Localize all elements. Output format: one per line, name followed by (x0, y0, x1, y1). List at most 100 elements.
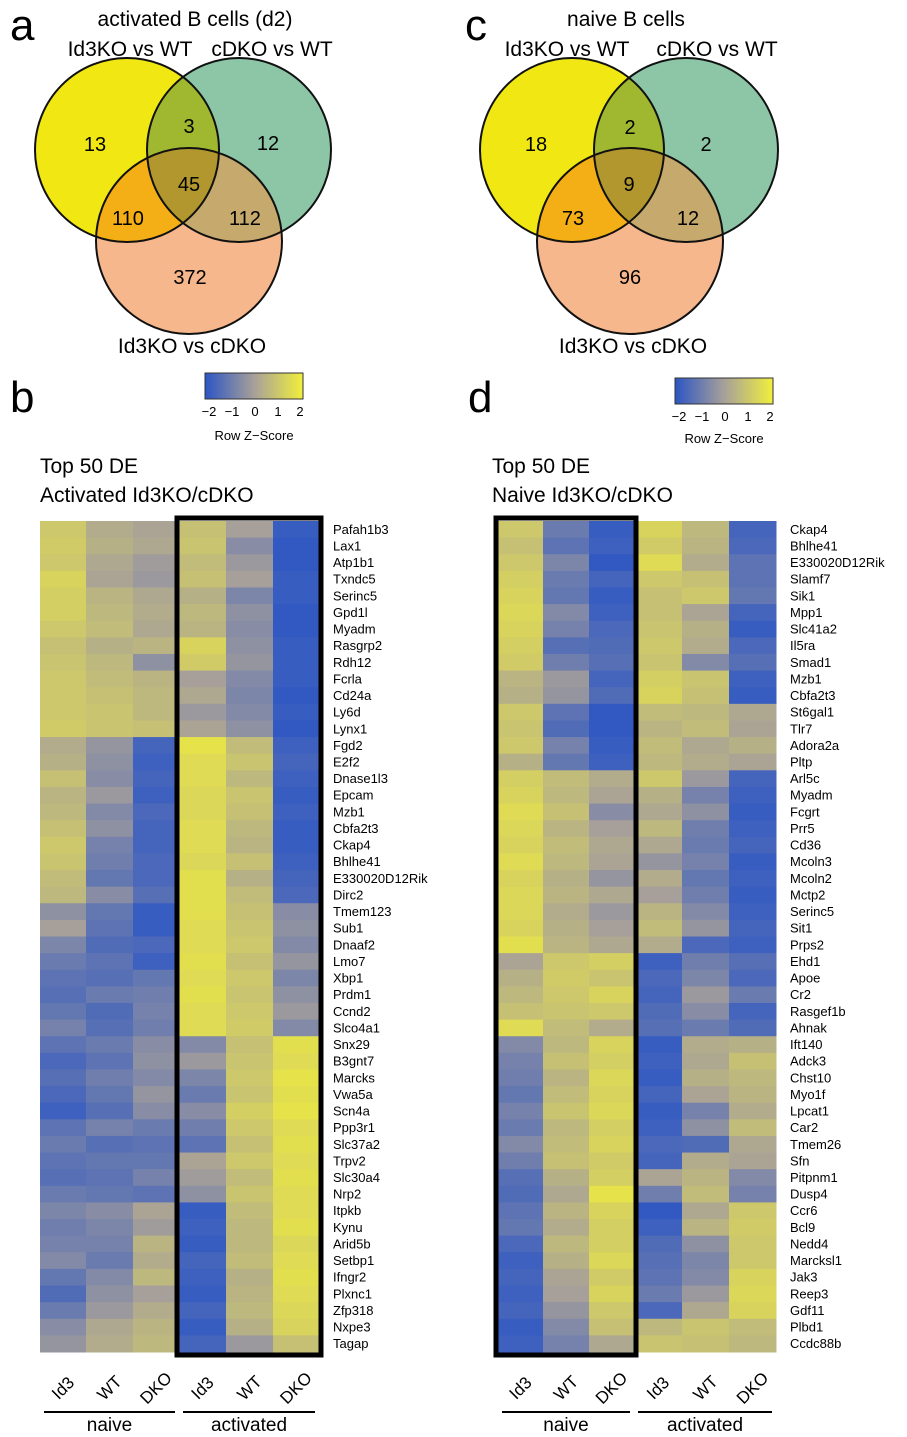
venn-c-only3: 96 (619, 267, 641, 289)
color-key-d: −2 −1 0 1 2 Row Z−Score (672, 377, 774, 446)
heatmap-b-cell (86, 1302, 134, 1320)
heatmap-d-gene-label: Tmem26 (790, 1137, 841, 1152)
heatmap-d-cell (498, 1135, 544, 1154)
heatmap-b-cell (133, 1285, 180, 1303)
heatmap-d-gene-label: Serinc5 (790, 904, 834, 919)
heatmap-d-cell (682, 1069, 730, 1087)
heatmap-d-cell (589, 870, 635, 888)
heatmap-b-cell (133, 1135, 180, 1154)
heatmap-d-cell (682, 620, 730, 638)
venn-a-title: activated B cells (d2) (98, 8, 293, 31)
heatmap-d-cell (682, 1185, 730, 1203)
heatmap-b-cell (86, 1252, 134, 1270)
heatmap-d-cell (498, 1069, 544, 1087)
heatmap-b-cell (40, 1335, 87, 1353)
heatmap-b-cell (179, 554, 227, 572)
heatmap-b-cell (179, 986, 227, 1004)
heatmap-d-cell (543, 1268, 590, 1287)
heatmap-d-cell (543, 1185, 590, 1203)
heatmap-d-column-label: WT (550, 1372, 582, 1404)
heatmap-b-gene-label: Nrp2 (333, 1187, 361, 1202)
heatmap-d-cell (682, 903, 730, 921)
heatmap-b-cell (179, 1086, 227, 1104)
heatmap-b-cell (133, 753, 180, 771)
heatmap-b-cell (86, 1019, 134, 1037)
heatmap-d-cell (682, 1019, 730, 1037)
heatmap-d-cell (589, 770, 635, 788)
heatmap-b-cell (133, 820, 180, 838)
heatmap-b-cell (133, 1052, 180, 1070)
venn-c-s13: 73 (562, 208, 584, 230)
heatmap-b-cell (179, 604, 227, 622)
heatmap-d-cell (634, 836, 683, 854)
heatmap-b-cell (40, 1219, 87, 1237)
heatmap-d-cell (543, 1002, 590, 1021)
heatmap-d-gene-label: Il5ra (790, 638, 816, 653)
heatmap-d-cell (634, 604, 683, 622)
heatmap-d-gene-label: Apoe (790, 971, 820, 986)
heatmap-d-cell (589, 836, 635, 854)
heatmap-d-gene-label: Jak3 (790, 1270, 817, 1285)
heatmap-d-cell (729, 637, 777, 655)
heatmap-d-cell (634, 720, 683, 738)
heatmap-d-cell (543, 1069, 590, 1087)
heatmap-d-gene-label: Mzb1 (790, 671, 822, 686)
heatmap-b-cell (179, 1268, 227, 1287)
heatmap-d-cell (682, 1002, 730, 1021)
heatmap-b-gene-label: Sub1 (333, 921, 363, 936)
heatmap-b-cell (226, 936, 274, 954)
heatmap-d-cell (498, 803, 544, 821)
heatmap-b-cell (273, 786, 320, 805)
heatmap-d-gene-label: Arl5c (790, 771, 820, 786)
heatmap-d-cell (729, 587, 777, 605)
heatmap-d-cell (634, 1252, 683, 1270)
heatmap-d-cell (682, 1202, 730, 1220)
heatmap-d-cell (589, 653, 635, 672)
heatmap-b-cell (133, 521, 180, 539)
heatmap-b-cell (273, 1302, 320, 1320)
heatmap-b-cell (273, 1152, 320, 1170)
heatmap-b-cell (273, 570, 320, 588)
heatmap-b-cell (273, 1335, 320, 1353)
heatmap-d-cell (543, 786, 590, 805)
heatmap-d-gene-label: Mctp2 (790, 887, 825, 902)
heatmap-d-cell (498, 1335, 544, 1353)
heatmap-b-cell (273, 1069, 320, 1087)
heatmap-b-cell (226, 570, 274, 588)
heatmap-d-cell (729, 903, 777, 921)
heatmap-d-gene-label: Bhlhe41 (790, 538, 838, 553)
heatmap-d-cell (729, 554, 777, 572)
heatmap-d-cell (729, 1219, 777, 1237)
heatmap-d-cell (634, 670, 683, 688)
heatmap-b-cell (86, 1052, 134, 1070)
heatmap-b-cell (40, 670, 87, 688)
heatmap-b-cell (40, 1285, 87, 1303)
heatmap-b-cell (273, 637, 320, 655)
heatmap-b-cell (273, 969, 320, 987)
heatmap-b-cell (226, 953, 274, 971)
panel-letter-a: a (10, 1, 35, 50)
heatmap-b-cell (133, 537, 180, 555)
heatmap-d-cell (729, 753, 777, 771)
heatmap-b-cell (40, 1268, 87, 1287)
heatmap-b-cell (133, 1185, 180, 1203)
heatmap-d-gene-label: Smad1 (790, 655, 831, 670)
heatmap-d-cell (729, 1135, 777, 1154)
heatmap-d-gene-label: Pltp (790, 754, 812, 769)
heatmap-b-gene-label: Xbp1 (333, 971, 363, 986)
heatmap-d-gene-label: Ehd1 (790, 954, 820, 969)
heatmap-b-cell (179, 1235, 227, 1253)
heatmap-d-cell (589, 886, 635, 904)
heatmap-d-gene-label: Mcoln2 (790, 871, 832, 886)
heatmap-b-cell (273, 1252, 320, 1270)
heatmap-d-cell (589, 1268, 635, 1287)
heatmap-b-gene-label: Ccnd2 (333, 1004, 371, 1019)
heatmap-d-cell (634, 986, 683, 1004)
heatmap-d-cell (498, 687, 544, 705)
heatmap-d-cell (682, 1285, 730, 1303)
heatmap-b-cell (86, 653, 134, 672)
heatmap-b-gene-label: Arid5b (333, 1236, 371, 1251)
heatmap-d-cell (729, 521, 777, 539)
heatmap-d-gene-label: Mpp1 (790, 605, 823, 620)
